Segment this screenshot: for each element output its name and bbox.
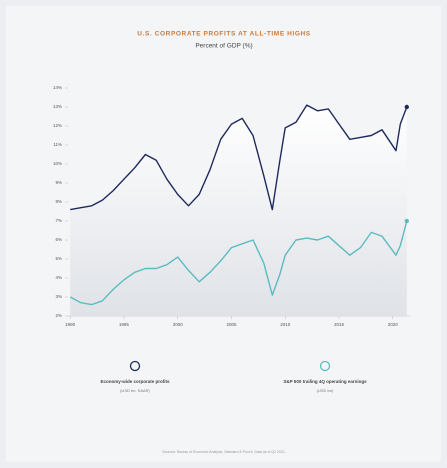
x-tick-label: 2020 xyxy=(388,322,399,327)
chart-subtitle: Percent of GDP (%) xyxy=(195,43,252,50)
y-tick-label: 8% xyxy=(55,199,62,204)
legend-label: Economy-wide corporate profits xyxy=(100,379,170,384)
y-tick-label: 14% xyxy=(53,85,62,90)
x-tick-label: 2010 xyxy=(280,322,291,327)
x-tick-label: 2005 xyxy=(226,322,237,327)
series-line xyxy=(70,104,408,211)
y-tick-label: 4% xyxy=(55,275,62,280)
y-tick-label: 5% xyxy=(55,256,62,261)
legend-unit: (USD bn, SAAR) xyxy=(120,388,150,393)
source-note: Sources: Bureau of Economic Analysis, St… xyxy=(162,450,286,454)
end-dot xyxy=(404,218,409,224)
y-tick-label: 11% xyxy=(53,142,62,147)
y-tick-label: 12% xyxy=(53,123,62,128)
y-tick-label: 2% xyxy=(55,313,62,318)
series-line xyxy=(69,220,408,306)
y-tick-label: 3% xyxy=(55,294,62,299)
x-tick-label: 1995 xyxy=(119,322,130,327)
y-tick-label: 7% xyxy=(55,218,62,223)
legend-marker xyxy=(319,360,331,372)
legend-marker xyxy=(129,360,141,372)
x-tick-label: 1990 xyxy=(65,322,76,327)
area-fill xyxy=(70,105,407,316)
x-tick-label: 2000 xyxy=(173,322,184,327)
chart-title: U.S. CORPORATE PROFITS AT ALL-TIME HIGHS xyxy=(137,31,311,38)
legend-label: S&P 500 trailing 4Q operating earnings xyxy=(283,379,367,384)
x-tick-label: 2015 xyxy=(334,322,345,327)
y-tick-label: 10% xyxy=(53,161,62,166)
legend-unit: (USD bn) xyxy=(317,388,334,393)
y-tick-label: 9% xyxy=(55,180,62,185)
y-tick-label: 13% xyxy=(53,104,62,109)
y-tick-label: 6% xyxy=(55,237,62,242)
end-dot xyxy=(404,104,409,110)
